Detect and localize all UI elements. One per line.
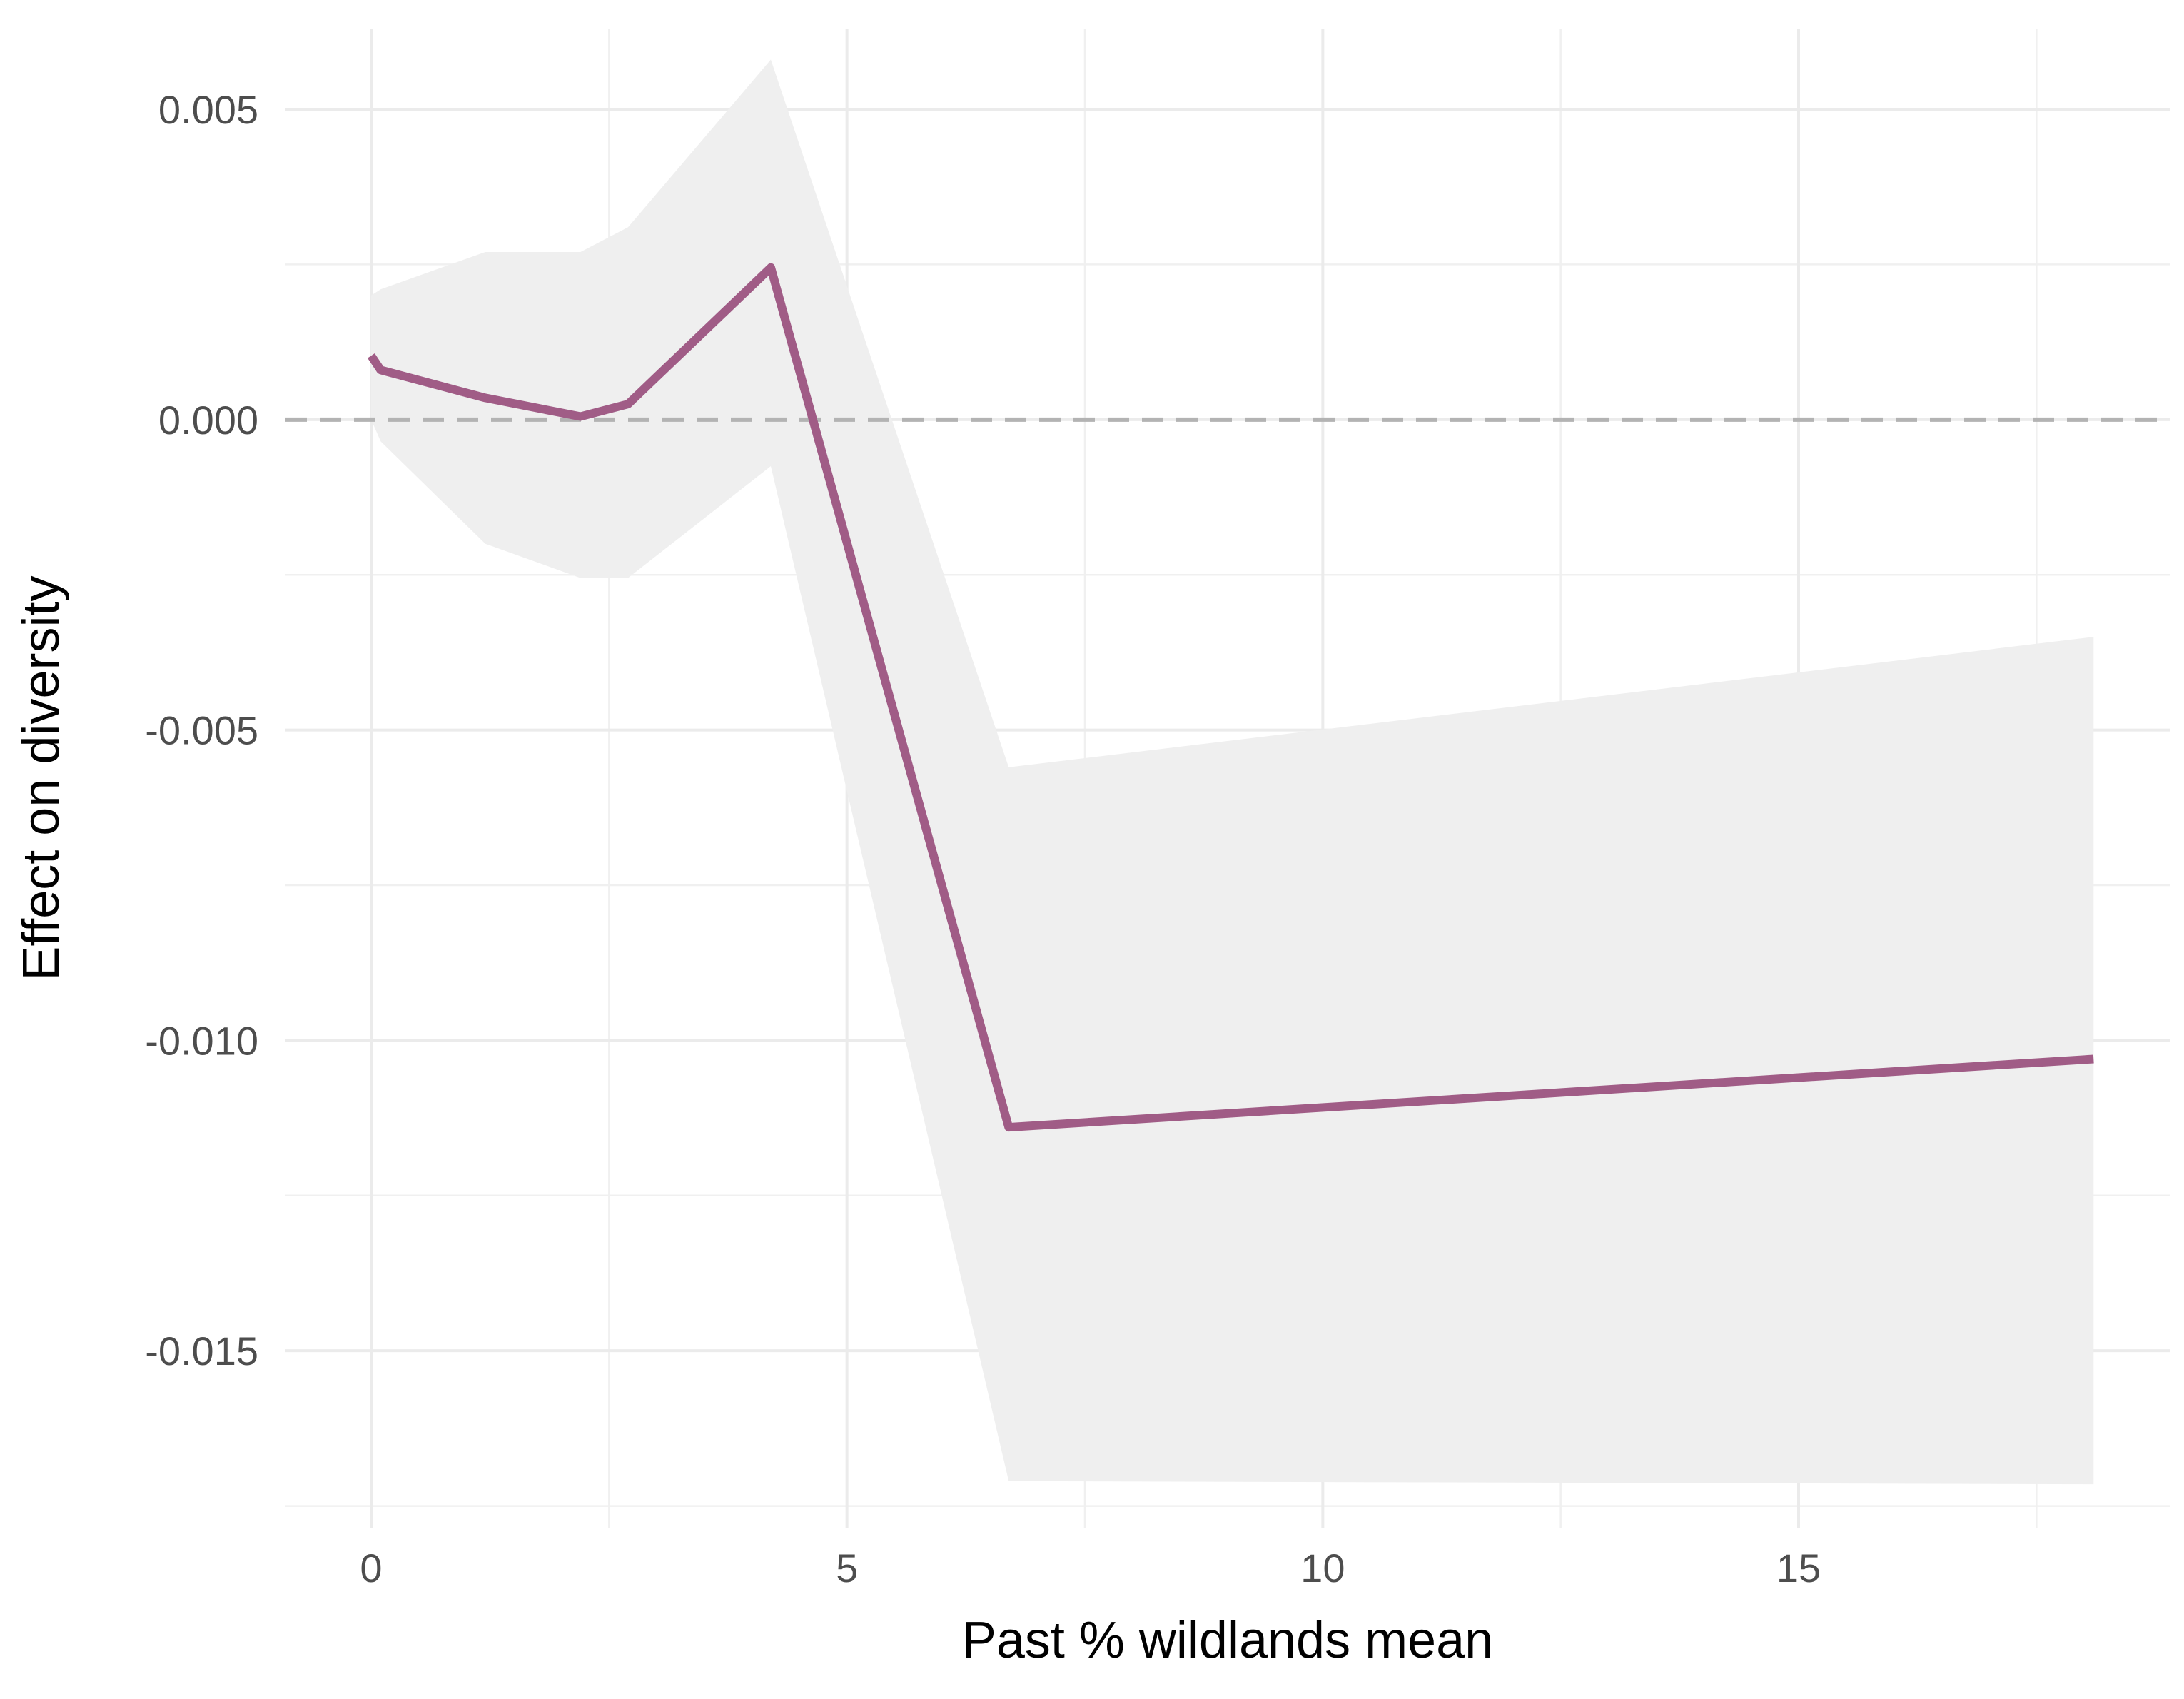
confidence-bands — [371, 59, 2094, 1485]
series-lines — [368, 263, 2094, 1132]
y-tick-label: -0.005 — [145, 708, 258, 753]
x-tick-label: 15 — [1776, 1546, 1821, 1590]
x-tick-label: 10 — [1300, 1546, 1345, 1590]
x-axis-title: Past % wildlands mean — [962, 1612, 1493, 1669]
confidence-band — [371, 59, 2094, 1485]
x-tick-labels: 0 5 10 15 — [360, 1546, 1821, 1590]
series-line — [368, 263, 2094, 1132]
y-tick-label: 0.005 — [158, 87, 258, 132]
x-tick-label: 5 — [836, 1546, 858, 1590]
x-tick-label: 0 — [360, 1546, 382, 1590]
y-tick-label: -0.010 — [145, 1018, 258, 1063]
y-tick-label: 0.000 — [158, 398, 258, 443]
y-tick-labels: 0.005 0.000 -0.005 -0.010 -0.015 — [145, 87, 258, 1373]
y-tick-label: -0.015 — [145, 1329, 258, 1373]
y-axis-title: Effect on diversity — [13, 576, 70, 981]
